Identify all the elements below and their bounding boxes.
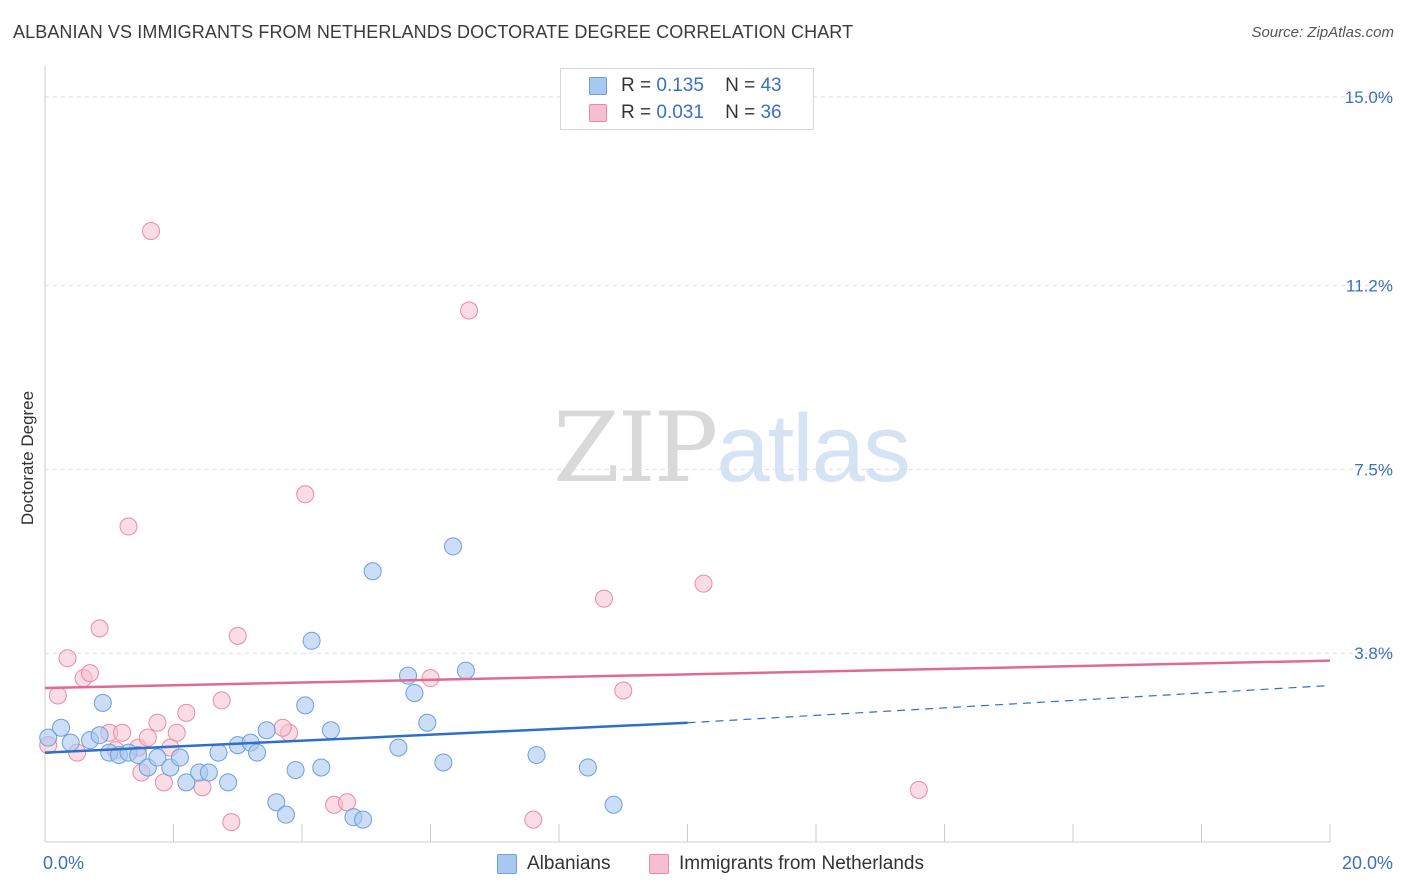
legend-r-label: R =	[621, 102, 652, 123]
data-point-netherlands	[614, 681, 633, 700]
y-tick-label: 7.5%	[1354, 460, 1393, 479]
x-tick-label: 0.0%	[43, 853, 84, 873]
data-point-albanians	[248, 743, 267, 762]
tick-labels: 3.8% 7.5% 11.2% 15.0% 0.0% 20.0%	[43, 88, 1393, 873]
data-point-netherlands	[142, 221, 161, 240]
data-point-netherlands	[296, 485, 315, 504]
data-point-albanians	[286, 760, 305, 779]
legend-r-value: 0.031	[656, 102, 704, 123]
data-point-netherlands	[222, 813, 241, 832]
trend-layer	[44, 659, 1331, 754]
data-point-netherlands	[138, 728, 157, 747]
legend-swatch-netherlands	[589, 104, 607, 122]
data-point-netherlands	[212, 691, 231, 710]
data-point-albanians	[389, 738, 408, 757]
grid-layer	[45, 96, 1392, 654]
data-point-albanians	[604, 795, 623, 814]
data-point-netherlands	[909, 780, 928, 799]
data-point-albanians	[456, 661, 475, 680]
legend-row-netherlands: R = 0.031 N = 36	[621, 101, 782, 125]
data-point-albanians	[267, 793, 286, 812]
watermark-atlas: atlas	[716, 395, 911, 502]
data-point-albanians	[418, 713, 437, 732]
data-point-albanians	[578, 758, 597, 777]
bottom-legend-label: Albanians	[527, 853, 611, 874]
bottom-legend-label: Immigrants from Netherlands	[679, 853, 924, 874]
data-point-netherlands	[460, 301, 479, 320]
legend-n-label: N =	[725, 102, 756, 123]
trendline-albanians	[44, 721, 688, 754]
data-point-netherlands	[594, 589, 613, 608]
data-point-netherlands	[154, 773, 173, 792]
points-netherlands	[39, 221, 928, 832]
legend-n-label: N =	[725, 75, 756, 96]
data-point-netherlands	[273, 718, 292, 737]
data-point-albanians	[61, 733, 80, 752]
data-point-netherlands	[228, 626, 247, 645]
data-point-netherlands	[694, 574, 713, 593]
bottom-legend-netherlands: Immigrants from Netherlands	[649, 852, 924, 876]
bottom-legend-albanians: Albanians	[497, 852, 610, 876]
data-point-albanians	[219, 773, 238, 792]
bottom-swatch-albanians	[497, 854, 517, 874]
legend-r-label: R =	[621, 75, 652, 96]
y-tick-label: 15.0%	[1345, 88, 1393, 107]
data-point-albanians	[302, 631, 321, 650]
chart-title: ALBANIAN VS IMMIGRANTS FROM NETHERLANDS …	[13, 22, 854, 42]
data-point-netherlands	[167, 723, 186, 742]
data-point-albanians	[177, 773, 196, 792]
data-point-albanians	[39, 728, 58, 747]
data-point-albanians	[321, 721, 340, 740]
correlation-legend: R = 0.135 N = 43 R = 0.031 N = 36	[560, 68, 814, 130]
data-point-netherlands	[58, 649, 77, 668]
data-point-albanians	[52, 718, 71, 737]
trendline-netherlands	[44, 659, 1331, 690]
data-point-netherlands	[113, 723, 132, 742]
y-tick-label: 11.2%	[1346, 277, 1393, 296]
data-point-albanians	[257, 721, 276, 740]
data-point-albanians	[129, 746, 148, 765]
data-point-albanians	[90, 726, 109, 745]
data-point-albanians	[363, 562, 382, 581]
data-point-netherlands	[119, 517, 138, 536]
data-point-albanians	[199, 763, 218, 782]
data-point-netherlands	[421, 669, 440, 688]
data-point-albanians	[527, 746, 546, 765]
data-point-albanians	[405, 683, 424, 702]
y-axis-title: Doctorate Degree	[18, 390, 37, 526]
y-tick-label: 3.8%	[1354, 644, 1393, 663]
data-point-albanians	[354, 810, 373, 829]
data-point-netherlands	[524, 810, 543, 829]
watermark-zip: ZIP	[553, 392, 718, 504]
data-point-albanians	[434, 753, 453, 772]
data-point-albanians	[148, 748, 167, 767]
data-point-netherlands	[148, 713, 167, 732]
data-point-netherlands	[337, 793, 356, 812]
data-point-albanians	[296, 696, 315, 715]
data-point-netherlands	[48, 686, 67, 705]
data-point-netherlands	[90, 619, 109, 638]
x-tick-label: 20.0%	[1342, 853, 1393, 873]
trendline-albanians-extension	[687, 684, 1331, 724]
points-albanians	[39, 537, 623, 829]
data-point-albanians	[443, 537, 462, 556]
watermark: ZIPatlas	[553, 400, 911, 497]
legend-swatch-albanians	[589, 77, 607, 95]
data-point-albanians	[209, 743, 228, 762]
bottom-swatch-netherlands	[649, 854, 669, 874]
data-point-albanians	[276, 805, 295, 824]
legend-row-albanians: R = 0.135 N = 43	[621, 74, 782, 98]
legend-n-value: 36	[760, 102, 782, 123]
legend-n-value: 43	[760, 75, 782, 96]
legend-r-value: 0.135	[656, 75, 704, 96]
data-point-netherlands	[177, 703, 196, 722]
data-point-albanians	[170, 748, 189, 767]
data-point-albanians	[312, 758, 331, 777]
data-point-netherlands	[80, 664, 99, 683]
axis-layer	[44, 66, 1331, 843]
chart-source: Source: ZipAtlas.com	[1251, 24, 1394, 41]
data-point-albanians	[93, 693, 112, 712]
